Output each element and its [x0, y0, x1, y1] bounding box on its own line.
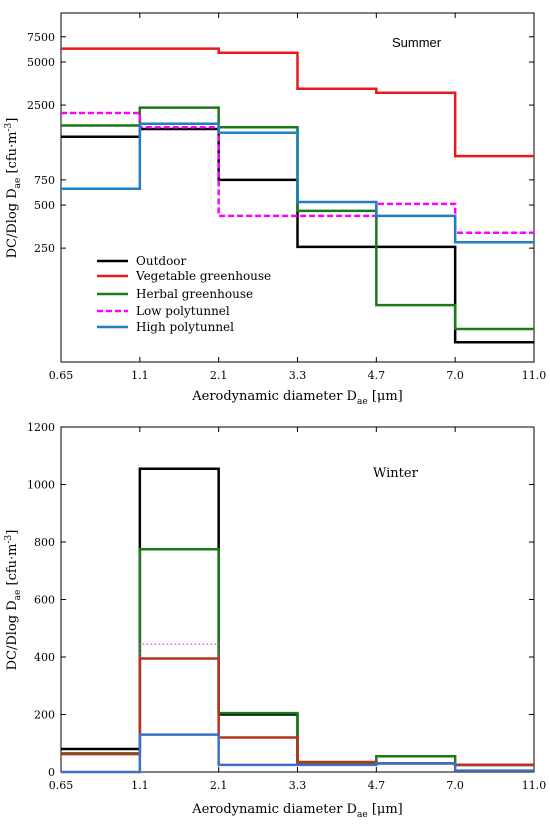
series-line-herbal-greenhouse — [61, 547, 534, 767]
x-tick-label: 2.1 — [210, 779, 228, 792]
legend-item-low-polytunnel: Low polytunnel — [97, 304, 230, 318]
x-tick-label: 0.65 — [49, 779, 74, 792]
legend-label-vegetable-greenhouse: Vegetable greenhouse — [135, 269, 271, 283]
x-tick-label: 4.7 — [368, 369, 386, 382]
y-tick-label: 200 — [34, 709, 55, 722]
series-line-vegetable-greenhouse — [61, 47, 534, 158]
series-line-high-polytunnel — [61, 733, 534, 774]
y-tick-label: 800 — [34, 536, 55, 549]
x-tick-label: 11.0 — [522, 369, 547, 382]
winter-tick-marks — [60, 426, 535, 773]
summer-x-axis-label: Aerodynamic diameter Dae [μm] — [191, 389, 403, 407]
y-tick-label: 750 — [34, 174, 55, 187]
y-tick-label: 1200 — [27, 421, 55, 434]
y-tick-label: 1000 — [27, 479, 55, 492]
legend-item-high-polytunnel: High polytunnel — [97, 320, 234, 334]
x-tick-label: 1.1 — [131, 779, 149, 792]
x-tick-label: 3.3 — [289, 779, 307, 792]
legend-label-outdoor: Outdoor — [136, 254, 187, 268]
series-line-low-polytunnel — [61, 111, 534, 235]
winter-x-axis-label: Aerodynamic diameter Dae [μm] — [191, 802, 403, 820]
summer-series-lines — [61, 47, 534, 344]
y-tick-label: 5000 — [27, 56, 55, 69]
y-tick-label: 500 — [34, 199, 55, 212]
summer-tick-marks — [60, 13, 535, 362]
winter-annotation: Winter — [373, 466, 419, 481]
legend-label-herbal-greenhouse: Herbal greenhouse — [136, 287, 253, 301]
x-tick-label: 11.0 — [522, 779, 547, 792]
y-tick-label: 7500 — [27, 31, 55, 44]
summer-y-tick-labels: 250 500 750 2500 5000 7500 — [27, 31, 55, 255]
legend-label-high-polytunnel: High polytunnel — [136, 320, 234, 334]
winter-panel: 0.65 1.1 2.1 3.3 4.7 7.0 11.0 0 200 400 600 800 100… — [4, 421, 546, 820]
x-tick-label: 0.65 — [49, 369, 74, 382]
summer-legend: Outdoor Vegetable greenhouse Herbal gree… — [97, 254, 271, 334]
x-tick-label: 1.1 — [131, 369, 149, 382]
y-tick-label: 400 — [34, 651, 55, 664]
x-tick-label: 7.0 — [446, 369, 464, 382]
x-tick-label: 4.7 — [368, 779, 386, 792]
legend-item-herbal-greenhouse: Herbal greenhouse — [97, 287, 253, 301]
y-tick-label: 2500 — [27, 99, 55, 112]
x-tick-label: 3.3 — [289, 369, 307, 382]
winter-y-tick-labels: 0 200 400 600 800 1000 1200 — [27, 421, 55, 779]
x-tick-label: 7.0 — [446, 779, 464, 792]
legend-item-outdoor: Outdoor — [97, 254, 187, 268]
summer-panel: 0.65 1.1 2.1 3.3 4.7 7.0 11.0 250 500 750 2500 500… — [4, 12, 547, 407]
y-tick-label: 250 — [34, 242, 55, 255]
legend-item-vegetable-greenhouse: Vegetable greenhouse — [97, 269, 271, 283]
series-line-high-polytunnel — [61, 122, 534, 244]
summer-y-axis-label: DC/Dlog Dae [cfu·m-3] — [4, 118, 23, 259]
winter-series-lines — [61, 467, 534, 774]
x-tick-label: 2.1 — [210, 369, 228, 382]
y-tick-label: 0 — [48, 766, 55, 779]
winter-y-axis-label: DC/Dlog Dae [cfu·m-3] — [4, 530, 23, 671]
legend-label-low-polytunnel: Low polytunnel — [136, 304, 230, 318]
summer-annotation: Summer — [392, 35, 442, 50]
summer-x-tick-labels: 0.65 1.1 2.1 3.3 4.7 7.0 11.0 — [49, 369, 547, 382]
y-tick-label: 600 — [34, 594, 55, 607]
winter-x-tick-labels: 0.65 1.1 2.1 3.3 4.7 7.0 11.0 — [49, 779, 547, 792]
